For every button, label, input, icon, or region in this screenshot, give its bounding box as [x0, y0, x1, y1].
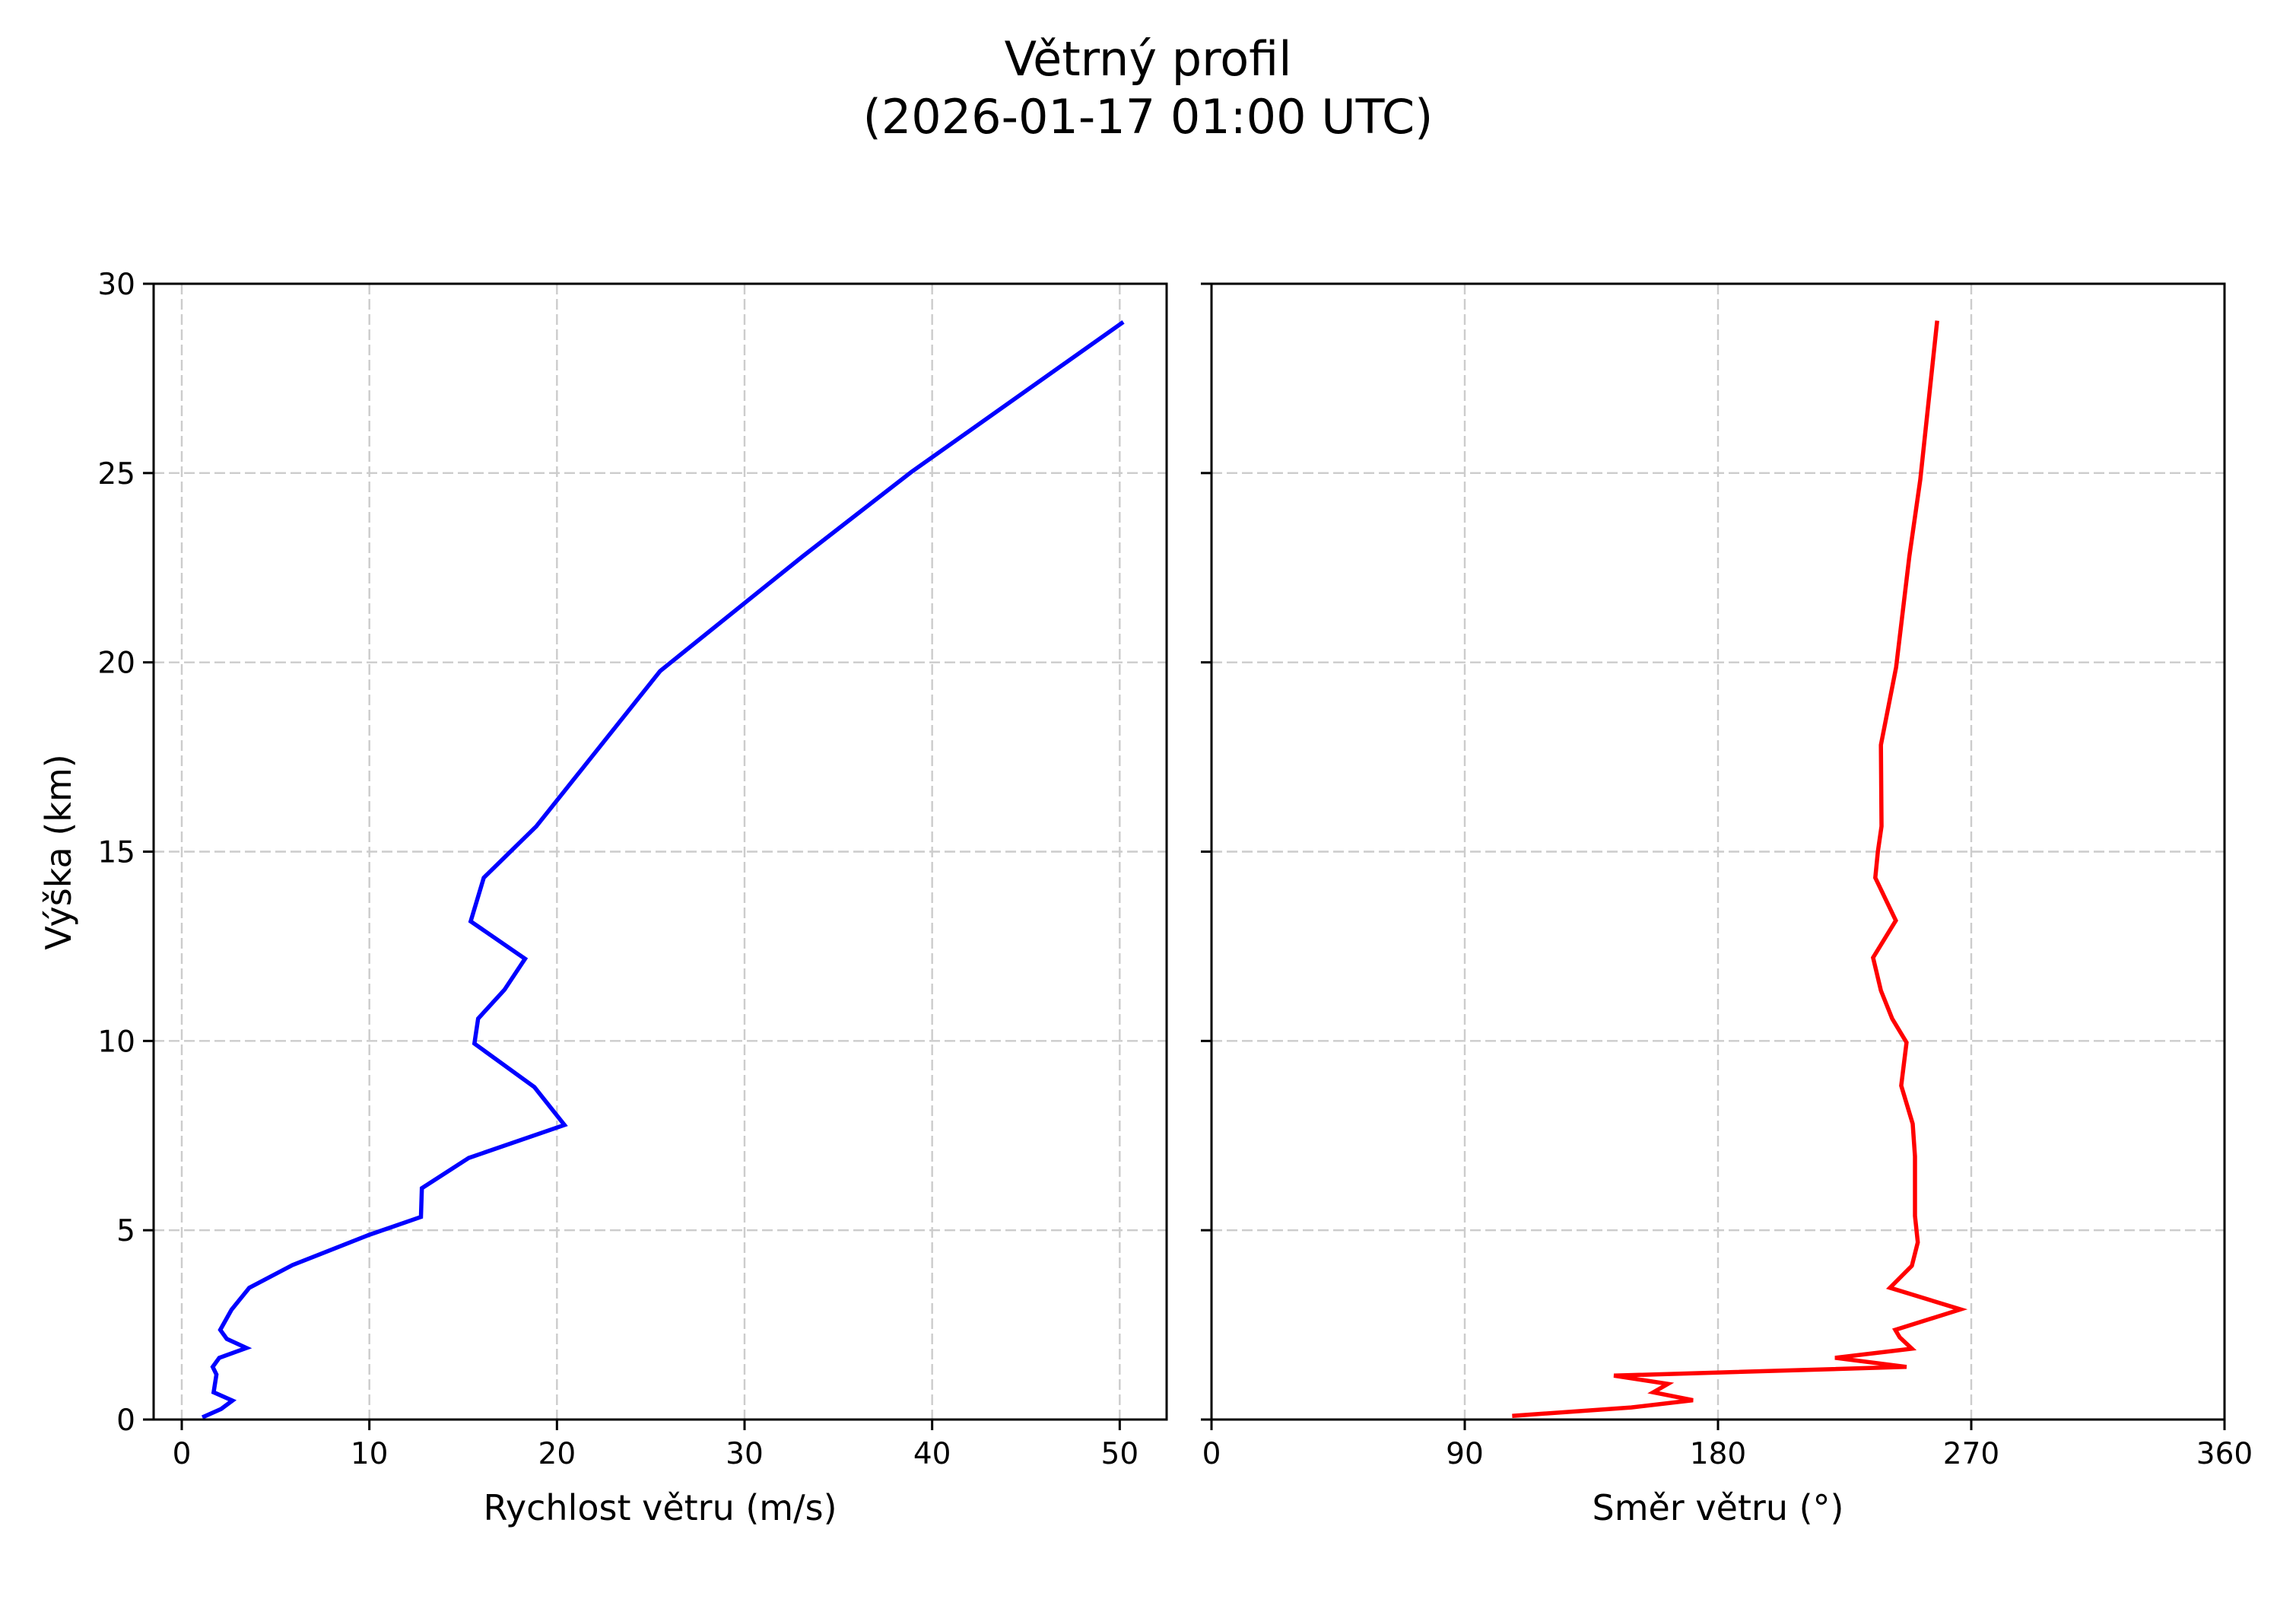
- x-tick-label: 270: [1943, 1437, 1999, 1471]
- wind-direction-grid: [1212, 284, 2225, 1420]
- wind-speed-ticks: 0 10 20 30 40 50 0 5 10 15 20 25 30: [97, 268, 1138, 1471]
- x-tick-label: 40: [913, 1437, 951, 1471]
- chart-title: Větrný profil (2026-01-17 01:00 UTC): [0, 30, 2296, 146]
- chart-title-line1: Větrný profil: [1004, 31, 1292, 87]
- wind-speed-line: [201, 320, 1125, 1420]
- y-tick-label: 25: [97, 457, 135, 491]
- wind-direction-axes: 0 90 180 270 360 Směr větru (°): [1201, 282, 2253, 1528]
- x-tick-label: 0: [1202, 1437, 1221, 1471]
- x-tick-label: 20: [538, 1437, 576, 1471]
- height-ylabel: Výška (km): [38, 754, 79, 949]
- wind-direction-xlabel: Směr větru (°): [1593, 1487, 1844, 1528]
- wind-speed-grid: [154, 284, 1167, 1420]
- wind-speed-xlabel: Rychlost větru (m/s): [483, 1487, 837, 1528]
- data-line: [1512, 320, 1968, 1418]
- x-tick-label: 90: [1446, 1437, 1484, 1471]
- x-tick-label: 10: [351, 1437, 389, 1471]
- wind-direction-line: [1512, 320, 1968, 1418]
- y-tick-label: 15: [97, 836, 135, 870]
- x-tick-label: 50: [1101, 1437, 1139, 1471]
- x-tick-label: 360: [2196, 1437, 2253, 1471]
- y-tick-label: 10: [97, 1025, 135, 1059]
- y-tick-label: 30: [97, 268, 135, 302]
- y-tick-label: 0: [116, 1404, 135, 1438]
- y-tick-label: 20: [97, 647, 135, 681]
- x-tick-label: 180: [1690, 1437, 1746, 1471]
- wind-speed-axes: 0 10 20 30 40 50 0 5 10 15 20 25 30 Rychlost větru (…: [38, 268, 1168, 1528]
- x-tick-label: 0: [173, 1437, 192, 1471]
- x-tick-label: 30: [726, 1437, 764, 1471]
- wind-direction-ticks: 0 90 180 270 360: [1201, 282, 2253, 1471]
- chart-title-line2: (2026-01-17 01:00 UTC): [862, 89, 1434, 145]
- data-line: [201, 320, 1125, 1420]
- y-tick-label: 5: [116, 1214, 135, 1248]
